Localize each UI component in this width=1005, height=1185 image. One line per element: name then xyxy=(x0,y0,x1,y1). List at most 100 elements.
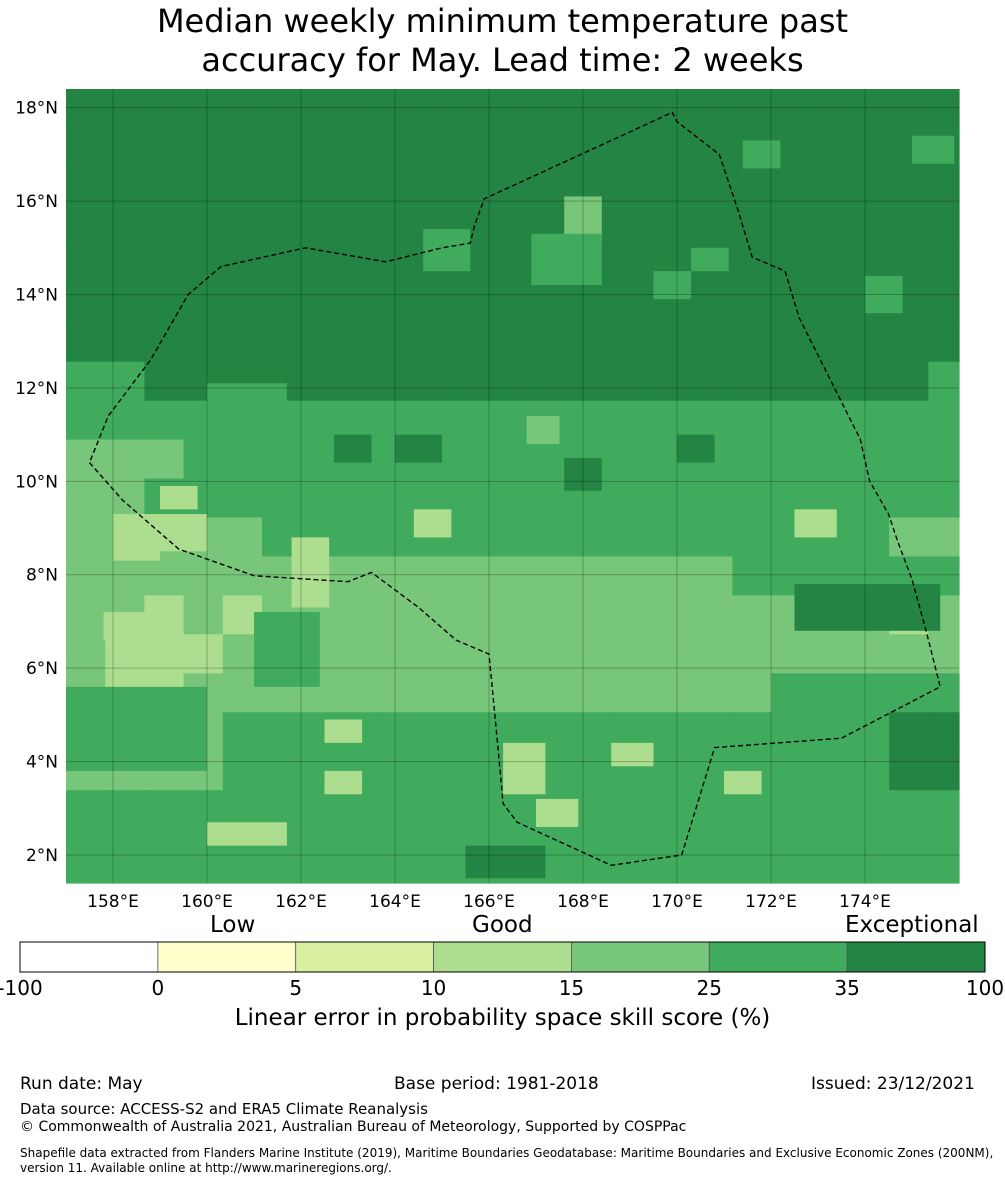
skill-cell xyxy=(771,283,812,324)
skill-cell xyxy=(928,244,960,285)
skill-cell xyxy=(66,89,106,129)
skill-cell xyxy=(418,868,459,884)
title-line-1: Median weekly minimum temperature past xyxy=(156,2,849,40)
skill-cell xyxy=(575,829,616,869)
skill-cell xyxy=(771,439,812,480)
skill-cell xyxy=(693,400,733,441)
skill-cell xyxy=(614,89,655,129)
skill-cell xyxy=(653,166,694,207)
skill-cell xyxy=(261,751,302,791)
colorbar-swatch xyxy=(157,941,297,973)
skill-cell xyxy=(889,361,929,402)
skill-cell xyxy=(849,868,890,884)
skill-cell xyxy=(693,517,733,558)
skill-cell xyxy=(105,556,145,596)
skill-cell xyxy=(614,829,655,869)
skill-cell xyxy=(340,400,381,441)
skill-cell xyxy=(340,166,381,207)
skill-cell xyxy=(732,790,773,830)
skill-cell xyxy=(732,283,773,324)
skill-cell xyxy=(889,517,929,558)
skill-cell xyxy=(105,89,145,129)
skill-cell xyxy=(395,434,442,463)
longitude-tick-labels: 158°E 160°E 162°E 164°E 166°E 168°E 170°E 172°E… xyxy=(87,892,891,912)
skill-cell xyxy=(810,868,851,884)
skill-cell xyxy=(794,584,941,631)
y-tick-label: 4°N xyxy=(26,753,58,773)
skill-cell xyxy=(105,634,145,674)
skill-cell xyxy=(536,673,577,713)
skill-cell xyxy=(418,89,459,129)
skill-cell xyxy=(418,673,459,713)
skill-cell xyxy=(771,673,812,713)
skill-cell xyxy=(889,712,929,752)
skill-cell xyxy=(928,89,960,129)
skill-cell xyxy=(614,478,655,519)
skill-cell xyxy=(889,790,929,830)
skill-cell xyxy=(575,712,616,752)
x-tick-label: 168°E xyxy=(557,892,609,912)
skill-cell xyxy=(144,205,185,246)
skill-cell xyxy=(457,751,498,791)
skill-cell xyxy=(849,439,890,480)
skill-cell xyxy=(653,751,694,791)
skill-cell xyxy=(183,595,224,635)
skill-cell xyxy=(810,166,851,207)
skill-cell xyxy=(653,271,692,300)
skill-cell xyxy=(457,556,498,596)
skill-cell xyxy=(693,868,733,884)
skill-cell xyxy=(66,686,207,771)
skill-cell xyxy=(928,673,960,713)
skill-cell xyxy=(614,517,655,558)
skill-cell xyxy=(614,439,655,480)
skill-cell xyxy=(693,712,733,752)
skill-cell xyxy=(693,205,733,246)
skill-cell xyxy=(497,244,537,285)
skill-cell xyxy=(653,89,694,129)
skill-cell xyxy=(144,439,185,480)
skill-cell xyxy=(105,127,145,168)
skill-cell xyxy=(340,205,381,246)
skill-cell xyxy=(497,166,537,207)
run-date: Run date: May xyxy=(20,1074,143,1094)
skill-cell xyxy=(771,634,812,674)
skill-cell xyxy=(928,790,960,830)
skill-cell xyxy=(575,517,616,558)
skill-cell xyxy=(222,751,263,791)
skill-cell xyxy=(653,595,694,635)
skill-cell xyxy=(928,868,960,884)
skill-cell xyxy=(222,868,263,884)
skill-cell xyxy=(771,89,812,129)
skill-grid-cells xyxy=(66,89,960,884)
skill-cell xyxy=(207,822,287,846)
skill-cell xyxy=(928,205,960,246)
skill-cell xyxy=(183,244,224,285)
skill-cell xyxy=(564,457,602,491)
skill-cell xyxy=(771,166,812,207)
skill-cell xyxy=(536,322,577,363)
skill-cell xyxy=(771,829,812,869)
skill-cell xyxy=(301,400,341,441)
skill-cell xyxy=(693,634,733,674)
skill-cell xyxy=(261,244,302,285)
skill-cell xyxy=(653,868,694,884)
colorbar-tick-label: 0 xyxy=(151,976,165,1000)
skill-cell xyxy=(653,478,694,519)
skill-cell xyxy=(575,751,616,791)
y-tick-label: 6°N xyxy=(26,659,58,679)
skill-cell xyxy=(160,486,198,510)
skill-cell xyxy=(105,400,145,441)
x-tick-label: 162°E xyxy=(275,892,327,912)
skill-cell xyxy=(222,712,263,752)
skill-cell xyxy=(379,634,420,674)
skill-cell xyxy=(105,478,145,519)
skill-cell xyxy=(418,166,459,207)
skill-cell xyxy=(66,595,106,635)
skill-cell xyxy=(379,712,420,752)
skill-cell xyxy=(810,127,851,168)
skill-cell xyxy=(418,400,459,441)
skill-cell xyxy=(693,478,733,519)
skill-cell xyxy=(614,166,655,207)
y-tick-label: 16°N xyxy=(15,192,58,212)
skill-cell xyxy=(653,517,694,558)
